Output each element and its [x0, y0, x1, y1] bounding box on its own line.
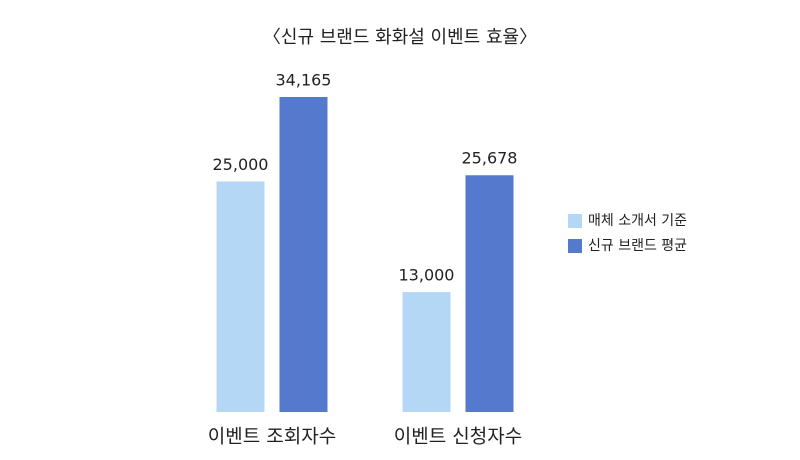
bar [279, 97, 328, 412]
chart-title: 〈신규 브랜드 화화설 이벤트 효율〉 [263, 27, 537, 48]
value-label: 13,000 [399, 266, 455, 285]
legend-label: 매체 소개서 기준 [588, 213, 687, 229]
legend-swatch [568, 214, 582, 228]
bar [402, 292, 451, 412]
legend-label: 신규 브랜드 평균 [588, 238, 687, 254]
x-tick-label: 이벤트 신청자수 [394, 426, 522, 448]
legend-swatch [568, 239, 582, 253]
value-label: 25,000 [213, 155, 269, 174]
value-label: 25,678 [462, 149, 518, 168]
value-label: 34,165 [276, 71, 332, 90]
x-tick-label: 이벤트 조회자수 [208, 426, 336, 448]
bar [216, 181, 265, 412]
bar [465, 175, 514, 412]
